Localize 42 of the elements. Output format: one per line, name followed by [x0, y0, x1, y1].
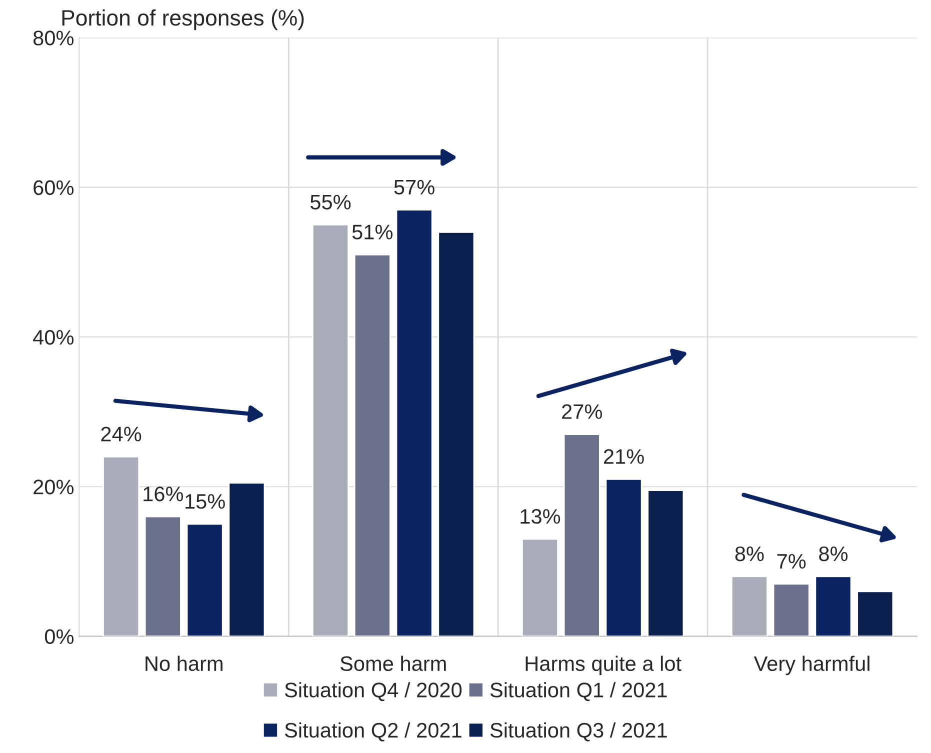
x-tick-label: No harm [146, 656, 222, 672]
bar [186, 523, 224, 636]
bar [814, 576, 852, 636]
bar [438, 232, 475, 636]
bar [144, 516, 182, 636]
data-label: 55% [310, 194, 351, 210]
legend-label: Situation Q1 / 2021 [490, 682, 667, 702]
bar [312, 224, 350, 636]
y-tick-label: 60% [34, 180, 74, 196]
data-label: 21% [604, 449, 644, 464]
legend-label: Situation Q2 / 2021 [284, 722, 462, 742]
bar [647, 490, 684, 636]
x-tick-label: Very harmful [754, 656, 870, 676]
data-label: 13% [520, 509, 560, 524]
data-label: 57% [394, 180, 434, 195]
data-label: 24% [101, 426, 142, 442]
data-label: 15% [186, 494, 225, 509]
bar [354, 254, 391, 636]
y-tick-label: 40% [33, 330, 74, 345]
data-label: 27% [562, 404, 602, 419]
legend-label: Situation Q3 / 2021 [490, 722, 667, 742]
bar [521, 538, 558, 636]
legend-label: Situation Q4 / 2020 [284, 682, 462, 702]
data-label: 51% [352, 224, 393, 240]
bar [856, 590, 894, 636]
data-label: 7% [777, 554, 806, 569]
bar [730, 576, 768, 636]
bar [396, 209, 433, 636]
y-tick-label: 0% [44, 629, 74, 644]
bar [102, 456, 140, 636]
bar [605, 478, 642, 636]
y-tick-label: 20% [34, 480, 74, 494]
data-label: 8% [819, 546, 848, 562]
data-label: 16% [144, 486, 184, 502]
data-label: 8% [735, 546, 764, 562]
bar [228, 482, 266, 636]
y-tick-label: 80% [33, 30, 74, 46]
y-axis-title: Portion of responses (%) [62, 9, 304, 30]
x-tick-label: Some harm [340, 656, 446, 672]
bar [772, 583, 810, 636]
x-tick-label: Harms quite a lot [526, 656, 682, 676]
bar [563, 434, 600, 636]
